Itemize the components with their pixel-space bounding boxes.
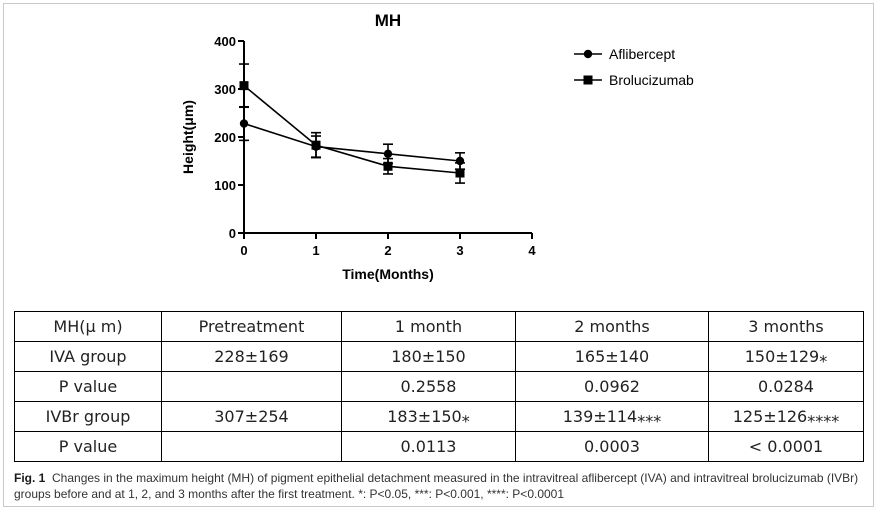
table-cell [161,431,342,462]
table-cell: P value [14,431,162,462]
results-table: MH(μ m) Pretreatment 1 month 2 months 3 … [14,311,864,462]
table-cell: IVA group [14,341,162,372]
table-row: P value 0.2558 0.0962 0.0284 [14,371,864,402]
table-cell: P value [14,371,162,402]
table-cell: 183±150⁎ [341,401,516,432]
table-header-row: MH(μ m) Pretreatment 1 month 2 months 3 … [14,311,864,342]
y-tick-label: 100 [214,178,236,193]
table-header-cell: MH(μ m) [14,311,162,342]
data-point-circle [239,119,249,128]
table-cell: 0.0284 [708,371,864,402]
x-tick-label: 3 [456,243,463,258]
mh-line-chart: MH 0 100 200 300 400 0 1 2 3 4 Time(Months) Height(μ… [180,11,694,282]
table-cell: 125±126⁎⁎⁎⁎ [708,401,864,432]
data-point-square [383,161,393,171]
series-line-brolucizumab [243,85,461,174]
x-tick-label: 1 [312,243,319,258]
data-point-square [239,81,249,91]
table-header-cell: Pretreatment [161,311,342,342]
y-tick-label: 400 [214,34,236,49]
x-tick-label: 4 [528,243,536,258]
legend-marker-circle [583,49,593,59]
x-axis-label: Time(Months) [342,266,434,282]
caption-label: Fig. 1 [14,471,46,485]
x-tick-label: 0 [240,243,247,258]
table-cell: 150±129⁎ [708,341,864,372]
table-header-cell: 2 months [515,311,709,342]
table-cell: 180±150 [341,341,516,372]
y-tick-label: 300 [214,82,236,97]
data-point-square [455,168,465,178]
table-cell: 165±140 [515,341,709,372]
table-row: IVA group 228±169 180±150 165±140 150±12… [14,341,864,372]
table-cell: IVBr group [14,401,162,432]
series-line-aflibercept [243,122,461,162]
table-cell [161,371,342,402]
y-tick-label: 0 [229,226,236,241]
table-cell: 0.0962 [515,371,709,402]
data-point-square [311,140,321,150]
chart-title: MH [375,11,401,30]
y-tick-label: 200 [214,130,236,145]
legend-label-brolucizumab: Brolucizumab [609,72,694,88]
table-cell: 139±114⁎⁎⁎ [515,401,709,432]
figure-caption: Fig. 1 Changes in the maximum height (MH… [14,470,864,502]
table-header-cell: 3 months [708,311,864,342]
legend-marker-square [583,75,593,85]
data-point-circle [383,149,393,158]
table-cell: 228±169 [161,341,342,372]
table-header-cell: 1 month [341,311,516,342]
table-cell: 0.2558 [341,371,516,402]
table-cell: < 0.0001 [708,431,864,462]
legend-label-aflibercept: Aflibercept [609,46,675,62]
table-cell: 0.0113 [341,431,516,462]
table-row: IVBr group 307±254 183±150⁎ 139±114⁎⁎⁎ 1… [14,401,864,432]
x-tick-label: 2 [384,243,391,258]
y-axis-label: Height(μm) [180,100,196,174]
figure-frame [3,3,874,507]
table-row: P value 0.0113 0.0003 < 0.0001 [14,431,864,462]
table-cell: 0.0003 [515,431,709,462]
caption-text: Changes in the maximum height (MH) of pi… [14,471,859,501]
table-cell: 307±254 [161,401,342,432]
